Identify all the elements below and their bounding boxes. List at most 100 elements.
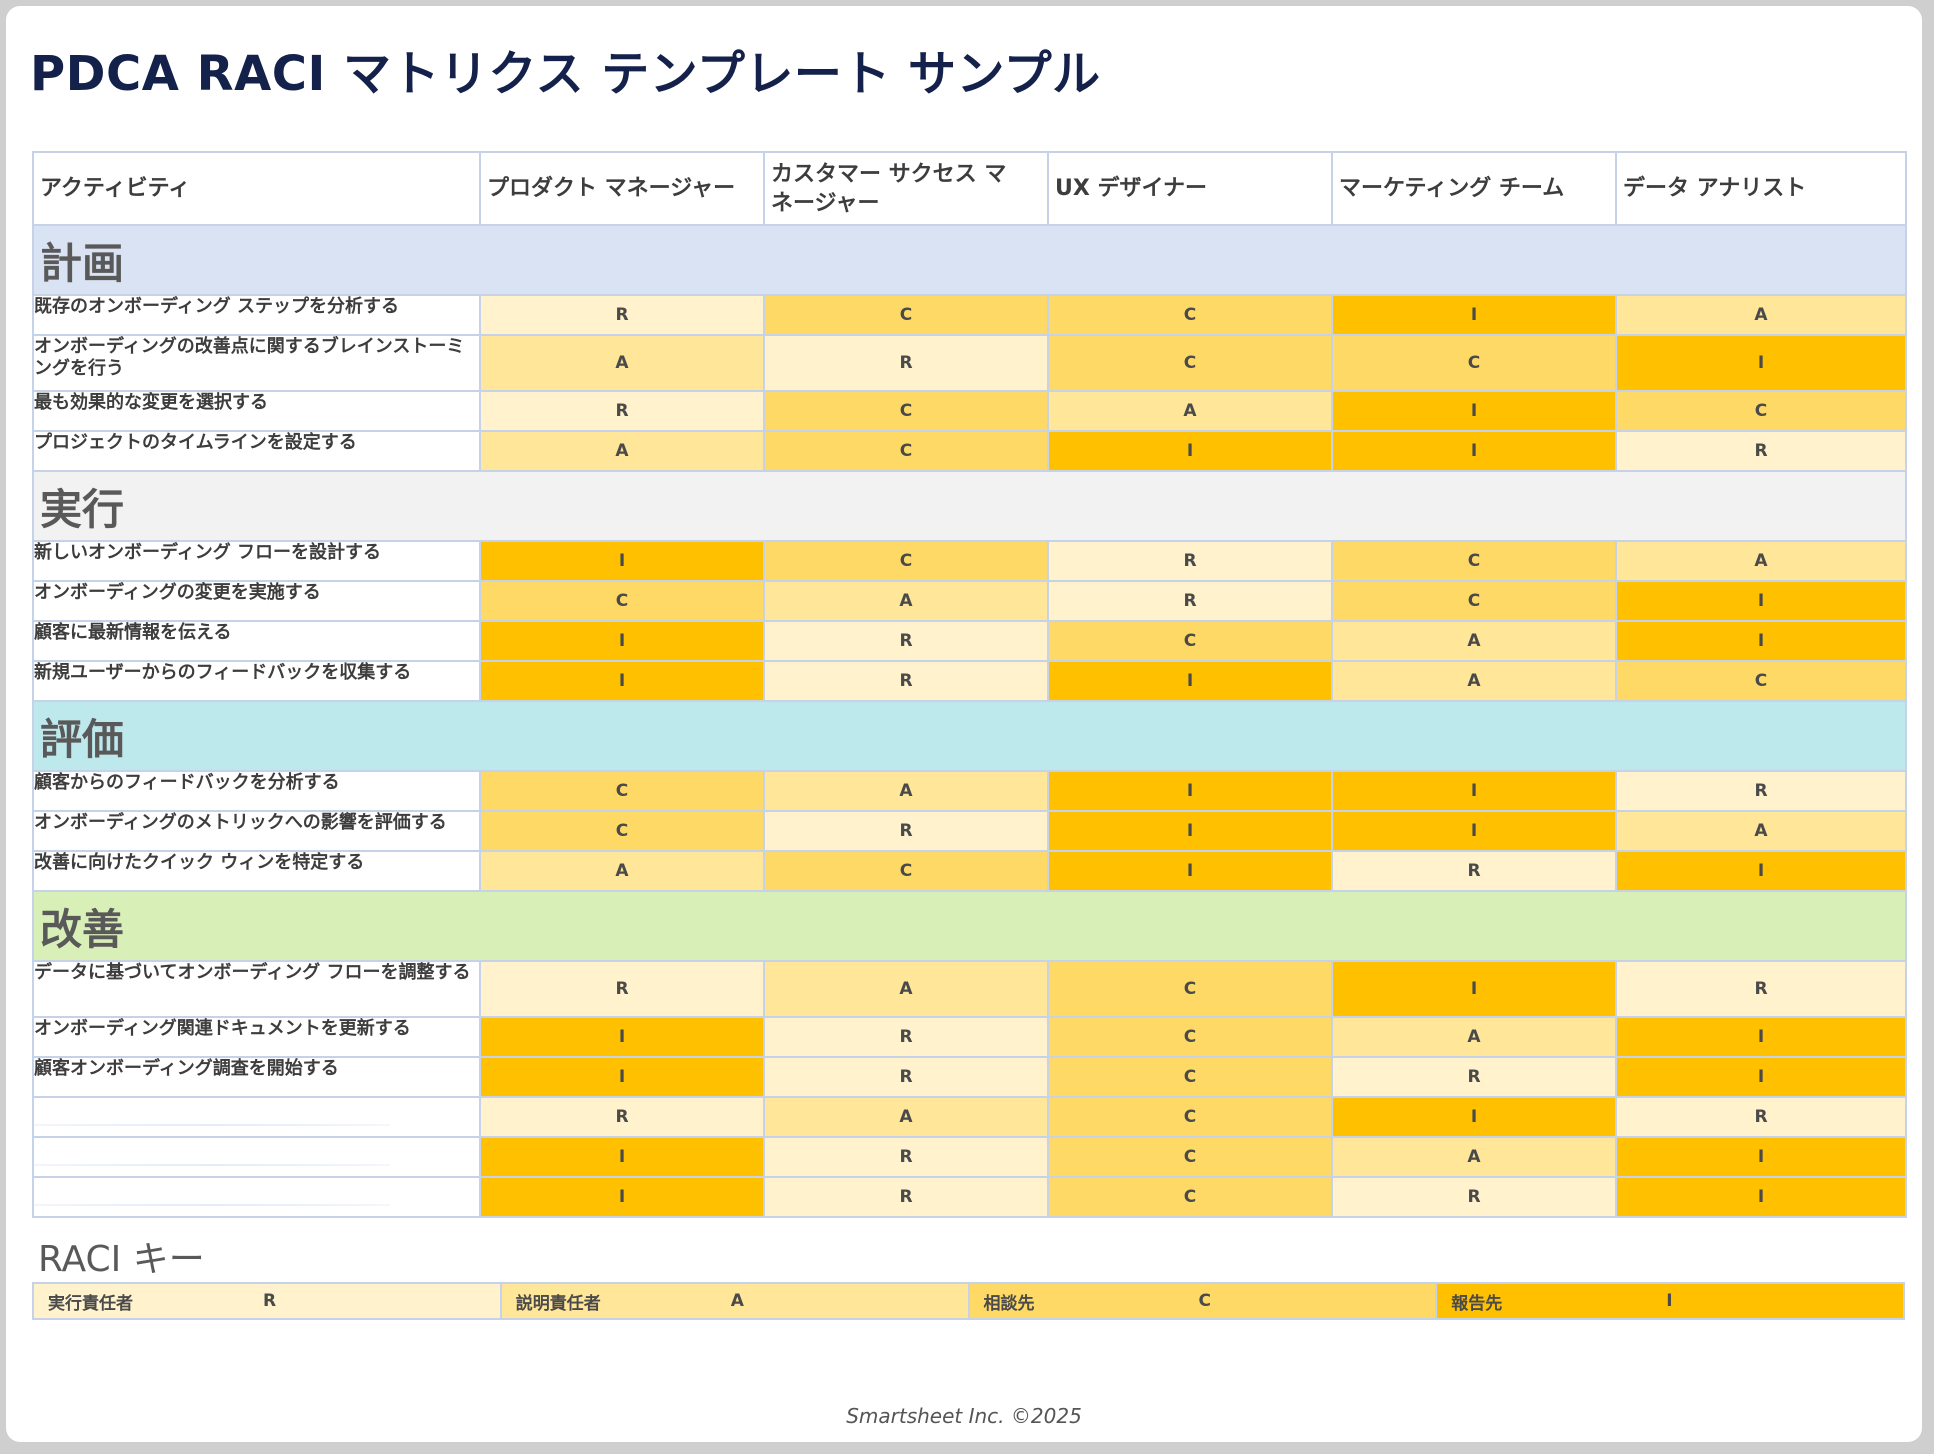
raci-cell[interactable]: I [1331,960,1617,1018]
raci-cell[interactable]: A [1331,620,1617,662]
raci-cell[interactable]: A [479,850,765,892]
raci-cell[interactable]: I [1047,660,1333,702]
raci-cell[interactable]: C [1331,540,1617,582]
raci-cell[interactable]: R [1615,770,1907,812]
raci-cell[interactable]: R [1615,960,1907,1018]
raci-cell[interactable]: C [1047,1016,1333,1058]
raci-cell[interactable]: A [1331,1136,1617,1178]
activity-cell[interactable]: 既存のオンボーディング ステップを分析する [32,294,481,336]
raci-cell[interactable]: C [479,810,765,852]
raci-cell[interactable]: R [763,660,1049,702]
raci-cell[interactable]: R [1047,540,1333,582]
raci-cell[interactable]: C [1047,1096,1333,1138]
raci-cell[interactable]: C [1047,620,1333,662]
raci-cell[interactable]: R [763,620,1049,662]
raci-cell[interactable]: C [1615,390,1907,432]
activity-cell[interactable] [32,1136,481,1178]
activity-cell[interactable]: 顧客に最新情報を伝える [32,620,481,662]
activity-cell[interactable]: 顧客からのフィードバックを分析する [32,770,481,812]
raci-cell[interactable]: C [479,770,765,812]
raci-cell[interactable]: R [1331,850,1617,892]
raci-cell[interactable]: A [1615,810,1907,852]
activity-cell[interactable]: オンボーディングの改善点に関するブレインストーミングを行う [32,334,481,392]
raci-cell[interactable]: A [763,580,1049,622]
raci-cell[interactable]: I [1047,810,1333,852]
activity-cell[interactable]: 新規ユーザーからのフィードバックを収集する [32,660,481,702]
raci-cell[interactable]: I [1615,1056,1907,1098]
raci-cell[interactable]: C [1047,1136,1333,1178]
raci-cell[interactable]: I [1615,334,1907,392]
raci-cell[interactable]: I [1047,850,1333,892]
raci-cell[interactable]: R [479,1096,765,1138]
raci-cell[interactable]: R [1615,1096,1907,1138]
activity-cell[interactable]: オンボーディングの変更を実施する [32,580,481,622]
activity-cell[interactable]: 新しいオンボーディング フローを設計する [32,540,481,582]
raci-cell[interactable]: R [479,294,765,336]
raci-cell[interactable]: R [763,1016,1049,1058]
raci-cell[interactable]: I [479,1016,765,1058]
raci-cell[interactable]: I [1331,430,1617,472]
activity-cell[interactable]: オンボーディング関連ドキュメントを更新する [32,1016,481,1058]
raci-cell[interactable]: C [1331,580,1617,622]
raci-cell[interactable]: C [1331,334,1617,392]
raci-cell[interactable]: A [763,960,1049,1018]
raci-cell[interactable]: I [479,1176,765,1218]
raci-cell[interactable]: I [1615,580,1907,622]
raci-cell[interactable]: I [1331,294,1617,336]
raci-cell[interactable]: C [763,850,1049,892]
activity-cell[interactable]: データに基づいてオンボーディング フローを調整する [32,960,481,1018]
raci-cell[interactable]: R [763,1136,1049,1178]
raci-cell[interactable]: I [1047,430,1333,472]
raci-cell[interactable]: C [1047,1056,1333,1098]
raci-cell[interactable]: I [479,660,765,702]
activity-cell[interactable]: 改善に向けたクイック ウィンを特定する [32,850,481,892]
raci-cell[interactable]: R [479,390,765,432]
raci-cell[interactable]: C [763,294,1049,336]
raci-cell[interactable]: C [479,580,765,622]
raci-cell[interactable]: R [763,334,1049,392]
raci-cell[interactable]: R [763,1056,1049,1098]
raci-cell[interactable]: I [479,1056,765,1098]
raci-cell[interactable]: C [1615,660,1907,702]
raci-cell[interactable]: C [1047,294,1333,336]
raci-cell[interactable]: A [763,770,1049,812]
raci-cell[interactable]: I [1615,850,1907,892]
raci-cell[interactable]: C [763,540,1049,582]
raci-cell[interactable]: C [763,430,1049,472]
raci-cell[interactable]: R [1331,1056,1617,1098]
raci-cell[interactable]: R [1047,580,1333,622]
raci-cell[interactable]: A [1047,390,1333,432]
activity-cell[interactable] [32,1176,481,1218]
raci-cell[interactable]: I [1331,1096,1617,1138]
raci-cell[interactable]: R [763,810,1049,852]
raci-cell[interactable]: I [1615,1176,1907,1218]
raci-cell[interactable]: I [1331,770,1617,812]
raci-cell[interactable]: I [1047,770,1333,812]
raci-cell[interactable]: C [1047,1176,1333,1218]
raci-cell[interactable]: C [763,390,1049,432]
activity-cell[interactable]: プロジェクトのタイムラインを設定する [32,430,481,472]
raci-cell[interactable]: A [1331,660,1617,702]
raci-cell[interactable]: A [479,430,765,472]
raci-cell[interactable]: I [1615,1136,1907,1178]
raci-cell[interactable]: C [1047,334,1333,392]
raci-cell[interactable]: R [479,960,765,1018]
activity-cell[interactable]: 顧客オンボーディング調査を開始する [32,1056,481,1098]
raci-cell[interactable]: A [763,1096,1049,1138]
raci-cell[interactable]: I [1331,390,1617,432]
raci-cell[interactable]: I [1615,1016,1907,1058]
raci-cell[interactable]: R [1615,430,1907,472]
raci-cell[interactable]: R [763,1176,1049,1218]
activity-cell[interactable]: 最も効果的な変更を選択する [32,390,481,432]
raci-cell[interactable]: I [479,540,765,582]
activity-cell[interactable]: オンボーディングのメトリックへの影響を評価する [32,810,481,852]
raci-cell[interactable]: I [479,620,765,662]
raci-cell[interactable]: A [1615,294,1907,336]
raci-cell[interactable]: A [1331,1016,1617,1058]
raci-cell[interactable]: I [1615,620,1907,662]
raci-cell[interactable]: R [1331,1176,1617,1218]
raci-cell[interactable]: A [1615,540,1907,582]
raci-cell[interactable]: I [479,1136,765,1178]
raci-cell[interactable]: I [1331,810,1617,852]
raci-cell[interactable]: C [1047,960,1333,1018]
